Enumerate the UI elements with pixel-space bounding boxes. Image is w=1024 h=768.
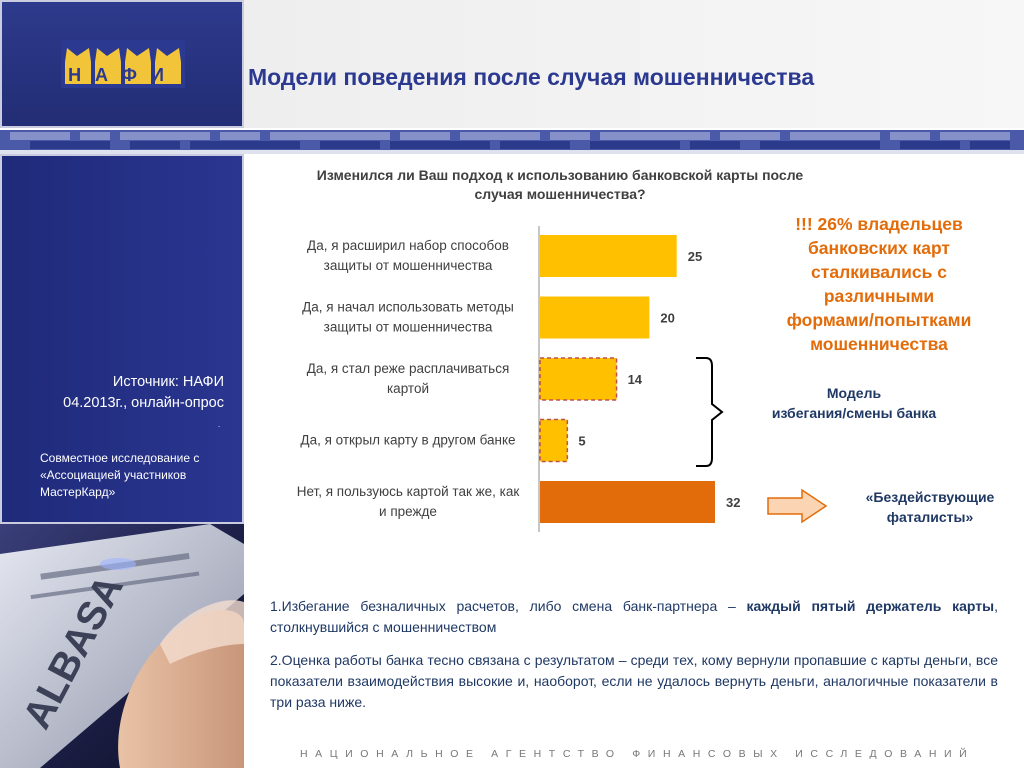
card-in-hand-photo: ALBASA (0, 524, 244, 768)
bar-1 (540, 235, 677, 277)
header-bar (244, 0, 1024, 128)
category-label-1: Да, я расширил набор способов защиты от м… (307, 238, 509, 273)
callout-line: мошенничества (810, 334, 948, 354)
callout-line: !!! 26% владельцев (795, 214, 963, 234)
fatalists-line: «Бездействующие (865, 489, 995, 505)
question-line: случая мошенничества? (474, 186, 646, 202)
value-label-3: 14 (628, 372, 643, 387)
nafi-logo: НАФИ (61, 40, 185, 88)
model-line: Модель (826, 385, 882, 401)
avoidance-bracket (696, 357, 724, 467)
bar-2 (540, 296, 650, 339)
conclusions: 1.Избегание безналичных расчетов, либо с… (270, 596, 998, 725)
question-line: Изменился ли Ваш подход к использованию … (316, 167, 804, 183)
conclusion-1-bold: каждый пятый держатель карты (746, 598, 995, 614)
callout-line: формами/попытками (786, 310, 972, 330)
dot-mark: . (218, 420, 221, 429)
conclusion-1-tail: , столкнувшийся с мошенничеством (270, 598, 998, 635)
bar-3 (539, 357, 618, 401)
header-logo-panel: НАФИ (0, 0, 244, 128)
conclusion-2: 2.Оценка работы банка тесно связана с ре… (270, 652, 998, 710)
fatalists-label: «Бездействующие фаталисты» (840, 487, 1020, 527)
callout-line: различными (823, 286, 935, 306)
joint-line: МастерКард» (40, 485, 116, 499)
page-title: Модели поведения после случая мошенничес… (248, 64, 815, 90)
source-note: Источник: НАФИ 04.2013г., онлайн-опрос (18, 372, 224, 414)
arrow-icon (767, 488, 828, 524)
value-label-1: 25 (688, 249, 702, 264)
footer-agency-name: НАЦИОНАЛЬНОЕ АГЕНТСТВО ФИНАНСОВЫХ ИССЛЕД… (300, 748, 975, 760)
fatalists-line: фаталисты» (886, 509, 974, 525)
joint-line: «Ассоциацией участников (40, 468, 187, 482)
category-label-3: Да, я стал реже расплачиваться картой (307, 361, 510, 396)
bar-5 (540, 481, 715, 523)
fraud-share-callout: !!! 26% владельцев банковских карт сталк… (748, 212, 1010, 356)
chart-question: Изменился ли Ваш подход к использованию … (300, 166, 820, 204)
joint-research-note: Совместное исследование с «Ассоциацией у… (40, 450, 240, 501)
avoidance-model-label: Модель избегания/смены банка (744, 383, 964, 423)
model-line: избегания/смены банка (771, 405, 937, 421)
source-line: 04.2013г., онлайн-опрос (63, 395, 224, 411)
logo-text: НАФИ (68, 65, 178, 85)
bar-4 (539, 418, 569, 463)
left-info-panel: Источник: НАФИ 04.2013г., онлайн-опрос .… (0, 154, 244, 524)
category-label-2: Да, я начал использовать методы защиты от… (302, 300, 514, 335)
source-line: Источник: НАФИ (112, 374, 224, 390)
decorative-stripes (0, 128, 1024, 154)
value-label-4: 5 (578, 434, 585, 449)
joint-line: Совместное исследование с (40, 451, 200, 465)
conclusion-1: 1.Избегание безналичных расчетов, либо с… (270, 596, 998, 638)
value-label-2: 20 (660, 311, 674, 326)
callout-line: банковских карт (807, 238, 951, 258)
category-label-5: Нет, я пользуюсь картой так же, как и пре… (297, 484, 520, 519)
value-label-5: 32 (726, 495, 740, 510)
conclusion-1-text: 1.Избегание безналичных расчетов, либо с… (270, 598, 747, 614)
category-label-4: Да, я открыл карту в другом банке (300, 433, 515, 448)
callout-line: сталкивались с (811, 262, 947, 282)
